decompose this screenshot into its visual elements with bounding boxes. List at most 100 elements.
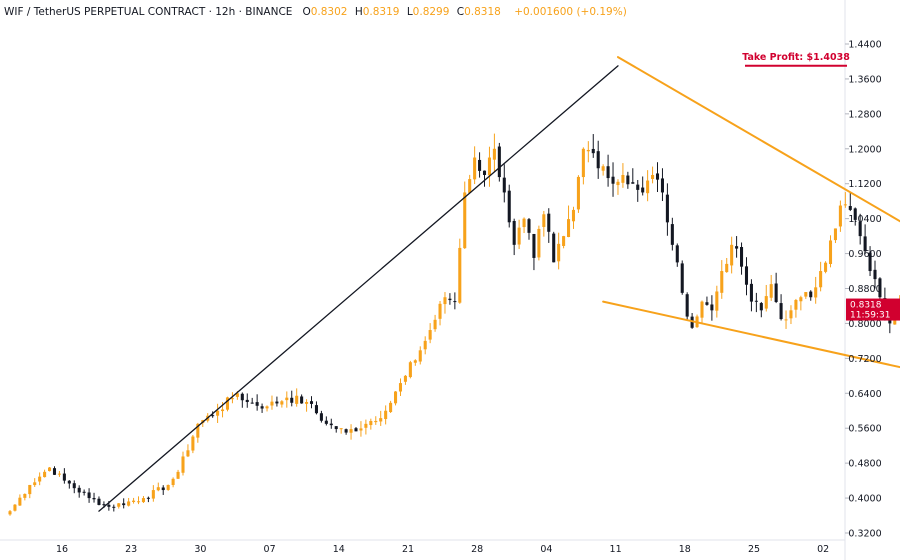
- candle-body: [151, 490, 155, 499]
- candle-body: [107, 504, 111, 507]
- x-tick-label: 02: [817, 544, 829, 555]
- y-tick-label: 1.3600: [848, 74, 881, 85]
- candle-body: [868, 252, 872, 272]
- price-axis[interactable]: 1.4400 1.3600 1.2800 1.2000 1.1200 1.0400 0.96…: [845, 40, 882, 540]
- candle-body: [473, 157, 477, 180]
- candle-body: [497, 146, 501, 178]
- candle-body: [389, 402, 393, 413]
- candle-body: [482, 170, 487, 175]
- candle-body: [280, 401, 284, 405]
- candle-body: [211, 415, 215, 417]
- candle-body: [67, 480, 71, 484]
- candle-body: [779, 303, 783, 320]
- candle-body: [586, 149, 590, 152]
- trend-line: [98, 65, 619, 512]
- candle-body: [601, 166, 605, 171]
- candle-body: [295, 395, 299, 404]
- candle-body: [309, 401, 314, 404]
- candle-body: [216, 410, 220, 416]
- candle-body: [616, 181, 620, 186]
- candle-body: [181, 456, 185, 473]
- candle-body: [112, 506, 116, 508]
- wedge-lower-line: [602, 300, 900, 369]
- candle-body: [838, 205, 842, 227]
- open-value: 0.8302: [310, 6, 348, 18]
- candle-body: [463, 192, 467, 249]
- candle-body: [245, 399, 249, 403]
- candles: [8, 133, 900, 516]
- candle-body: [562, 236, 566, 246]
- candle-body: [448, 298, 452, 301]
- last-price: 0.8318: [850, 301, 882, 311]
- candle-body: [843, 204, 847, 206]
- candle-body: [305, 402, 309, 404]
- candle-body: [394, 391, 398, 404]
- candle-body: [487, 157, 491, 176]
- candle-body: [848, 206, 852, 210]
- candle-body: [221, 409, 225, 412]
- candle-body: [512, 220, 516, 245]
- candle-body: [878, 278, 882, 298]
- candle-body: [507, 190, 511, 223]
- candle-body: [82, 491, 86, 493]
- candle-body: [873, 269, 877, 280]
- candle-body: [665, 194, 669, 223]
- candle-body: [853, 208, 857, 220]
- candle-body: [725, 263, 729, 273]
- x-tick-label: 16: [56, 544, 68, 555]
- candle-body: [43, 471, 47, 478]
- y-tick-label: 0.9600: [848, 249, 881, 260]
- candle-body: [567, 219, 571, 238]
- candle-body: [176, 471, 180, 479]
- candle-body: [196, 423, 200, 438]
- candle-body: [794, 299, 798, 310]
- candle-body: [576, 176, 580, 210]
- candle-body: [171, 478, 175, 486]
- candle-body: [270, 401, 274, 406]
- symbol-title: WIF / TetherUS PERPETUAL CONTRACT · 12h …: [4, 6, 293, 18]
- candle-body: [438, 303, 442, 319]
- candle-body: [759, 303, 763, 311]
- candle-body: [804, 292, 808, 297]
- take-profit-label: Take Profit: $1.4038: [742, 52, 850, 63]
- candle-body: [784, 319, 788, 321]
- candle-body: [250, 402, 254, 404]
- open-label: O: [302, 6, 311, 18]
- candle-body: [141, 498, 145, 503]
- candle-body: [418, 350, 422, 362]
- candle-body: [651, 174, 655, 179]
- candle-body: [329, 423, 333, 426]
- candle-body: [799, 297, 803, 302]
- candle-body: [621, 174, 625, 183]
- candle-body: [710, 304, 714, 311]
- candle-body: [749, 283, 753, 302]
- candle-body: [735, 246, 739, 249]
- time-axis[interactable]: 16 23 30 07 14 21 28 04 11 18 25 02: [56, 544, 829, 555]
- candle-body: [453, 301, 457, 303]
- candle-body: [324, 420, 328, 424]
- candle-body: [660, 178, 664, 193]
- candle-body: [408, 362, 412, 378]
- candle-body: [636, 184, 640, 190]
- x-tick-label: 18: [679, 544, 691, 555]
- candle-body: [161, 487, 165, 491]
- candle-body: [547, 213, 551, 232]
- close-value: 0.8318: [464, 6, 501, 18]
- y-tick-label: 1.4400: [848, 40, 881, 51]
- candle-body: [423, 340, 427, 350]
- candle-body: [28, 484, 32, 495]
- bar-countdown: 11:59:31: [850, 311, 890, 321]
- candle-body: [502, 177, 506, 193]
- candle-body: [744, 266, 749, 285]
- x-tick-label: 07: [264, 544, 276, 555]
- candle-body: [705, 302, 709, 305]
- candle-body: [72, 483, 76, 489]
- y-tick-label: 0.4800: [848, 459, 881, 470]
- candle-body: [492, 148, 496, 160]
- candle-body: [334, 426, 338, 430]
- x-tick-label: 21: [402, 544, 414, 555]
- candle-body: [552, 233, 556, 263]
- candle-body: [18, 497, 22, 506]
- candle-body: [517, 227, 521, 245]
